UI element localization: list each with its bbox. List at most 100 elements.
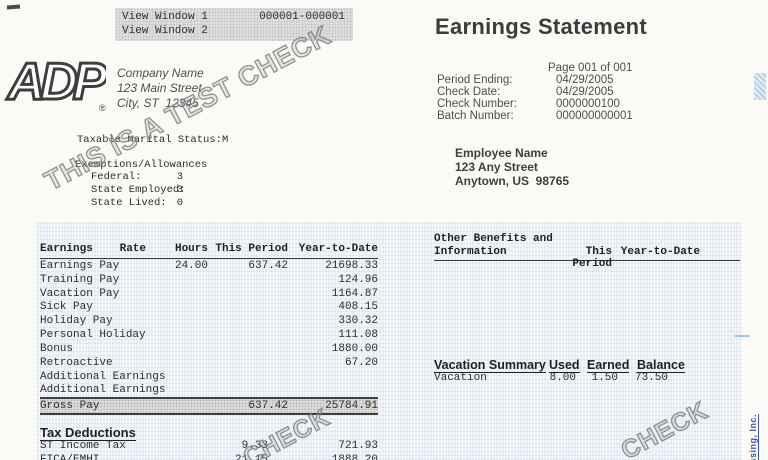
gross-pay-label: Gross Pay [40,400,100,412]
deduction-period: 21.15 [234,454,268,460]
exemption-value: 3 [176,171,183,183]
exemptions-title: Exemptions/Allowances [75,159,208,171]
batch-number-value: 000000000001 [556,110,633,122]
check-number-value: 0000000100 [556,98,620,110]
edge-dash-mark [735,335,750,337]
exemption-value: 3 [176,184,183,196]
earnings-row-label: Additional Earnings [40,371,166,383]
earnings-row-rate [110,329,146,343]
earnings-table-header: Earnings Rate Hours This Period Year-to-… [40,243,378,259]
earnings-row-period [208,315,288,329]
period-ending-value: 04/29/2005 [556,74,614,86]
earnings-row-ytd: 1880.00 [331,343,378,355]
earnings-row-period [208,329,288,343]
earnings-row-ytd [288,371,378,385]
earnings-row-hours [146,288,208,302]
table-row: Retroactive 67.20 [40,357,378,371]
edge-hatch-mark [754,73,766,100]
deduction-label: FICA/EMHI [40,454,100,460]
benefits-col-year-to-date: Year-to-Date [620,246,700,258]
vertical-edge-text: ssing, Inc. [748,414,758,460]
gross-pay-ytd: 25784.91 [325,400,378,412]
col-year-to-date: Year-to-Date [298,243,378,255]
table-row: Holiday Pay 330.32 [40,315,378,329]
earnings-row-ytd: 124.96 [338,274,378,286]
exemption-label: Federal: [91,171,142,183]
vacation-col-used: Used [549,358,580,373]
earnings-row-rate [110,371,146,385]
exemption-row-state-lived: State Lived: 0 [91,197,211,210]
earnings-row-hours: 24.00 [174,260,208,272]
employee-city: Anytown, US 98765 [455,174,570,188]
vacation-col-earned: Earned [587,358,630,373]
table-row: Vacation Pay 1164.87 [40,288,378,302]
adp-logo-icon: ADP [4,52,114,113]
table-row: Sick Pay 408.15 [40,301,378,315]
benefits-title-line2: Information [434,246,507,258]
earnings-row-hours [146,371,208,385]
table-row: Earnings Pay 24.00 637.42 21698.33 [40,260,378,274]
registered-trademark: ® [99,103,106,113]
vacation-col-balance: Balance [637,358,685,373]
earnings-row-rate [110,301,146,315]
earnings-row-ytd [288,384,378,398]
vacation-row-label: Vacation [434,372,487,384]
earnings-row-hours [146,315,208,329]
view-window-number: 000001-000001 [259,11,345,23]
deduction-hours [146,454,208,460]
marital-status-value: M [222,134,229,146]
benefits-header-spacer [700,246,740,270]
page-title: Earnings Statement [435,14,648,39]
col-hours: Hours [174,243,208,255]
view-window-bar: View Window 1 000001-000001 View Window … [115,8,353,41]
view-window-1-label: View Window 1 [122,11,208,23]
gross-pay-row: Gross Pay 637.42 25784.91 [40,397,378,415]
company-address-block: Company Name 123 Main Street City, ST 12… [117,66,204,111]
batch-number-label: Batch Number: [437,110,514,122]
earnings-row-label: Bonus [40,343,74,355]
security-pattern-panel [36,222,742,460]
earnings-row-label: Vacation Pay [40,288,120,300]
benefits-col-this-period: This Period [572,246,612,270]
earnings-row-period [208,384,288,398]
earnings-row-period [208,301,288,315]
earnings-row-label: Retroactive [40,357,113,369]
company-name: Company Name [117,66,204,80]
earnings-row-rate [110,315,146,329]
earnings-row-rate [110,260,146,274]
adp-logo: ADP [4,48,114,114]
table-row: Training Pay 124.96 [40,274,378,288]
col-earnings: Earnings [40,243,93,255]
view-window-2-label: View Window 2 [122,25,208,37]
earnings-row-ytd: 408.15 [338,301,378,313]
earnings-row-rate [110,357,146,371]
earnings-row-label: Personal Holiday [40,329,146,341]
gross-pay-rate [110,400,146,413]
vacation-balance-value: 73.50 [634,372,668,384]
vacation-summary-title: Vacation Summary [434,358,546,373]
deduction-rate [110,454,146,460]
earnings-row-ytd: 21698.33 [325,260,378,272]
check-date-label: Check Date: [437,86,501,98]
exemption-value: 0 [176,197,183,209]
earnings-row-rate [110,384,146,398]
table-row: Bonus 1880.00 [40,343,378,357]
deduction-ytd: 721.93 [338,440,378,452]
earnings-row-period [208,274,288,288]
earnings-row-ytd: 67.20 [344,357,378,369]
employee-name: Employee Name [455,146,548,160]
earnings-row-label: Earnings Pay [40,260,120,272]
earnings-row-ytd: 111.08 [338,329,378,341]
earnings-row-period [208,343,288,357]
table-row: Additional Earnings [40,384,378,398]
gross-pay-period: 637.42 [248,400,288,412]
earnings-row-hours [146,301,208,315]
exemption-label: State Lived: [91,197,167,209]
check-date-value: 04/29/2005 [556,86,614,98]
col-rate: Rate [119,243,146,255]
employee-address-block: Employee Name 123 Any Street Anytown, US… [455,146,569,188]
earnings-row-hours [146,274,208,288]
marital-status-label: Taxable Marital Status: [77,134,222,146]
employee-street: 123 Any Street [455,160,538,174]
table-row: ST Income Tax 9.33 721.93 [40,440,378,454]
